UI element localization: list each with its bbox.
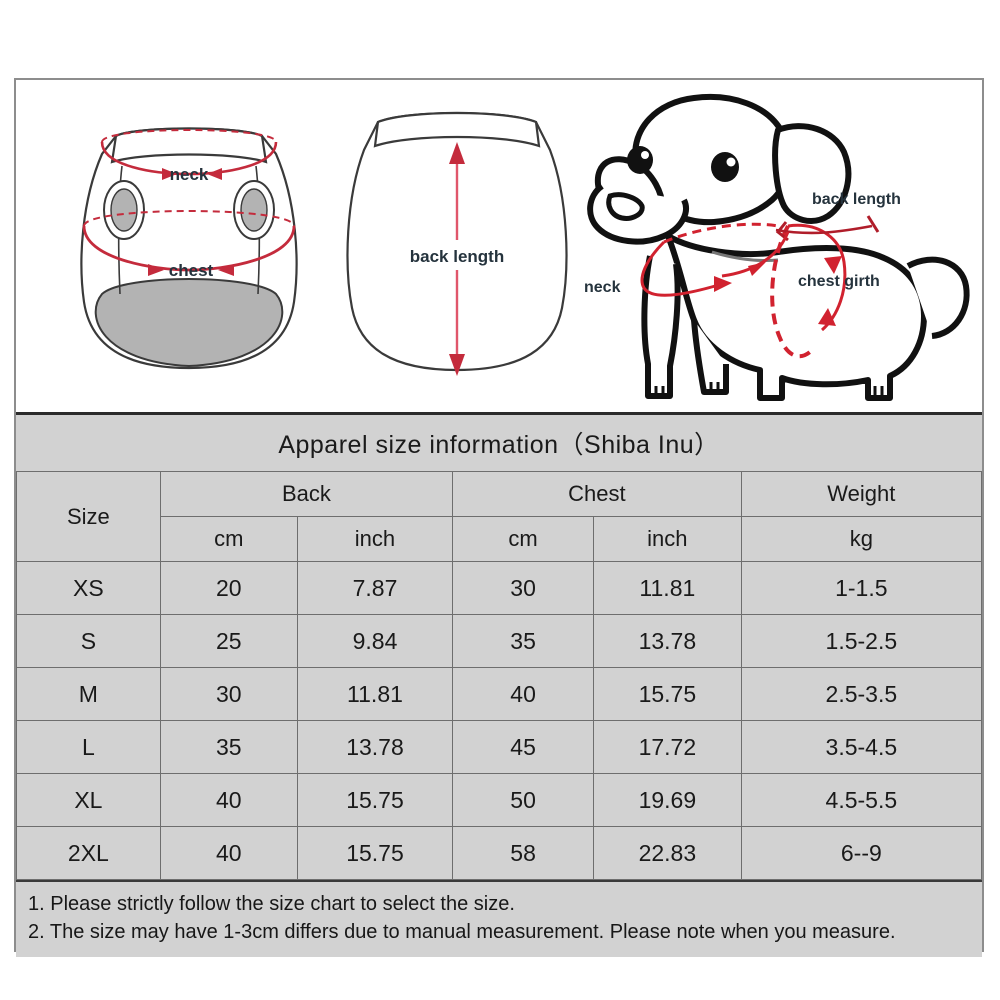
garment-back-diagram: back length [332,80,582,412]
table-row: 2XL 40 15.75 58 22.83 6--9 [16,826,983,880]
table-row: XL 40 15.75 50 19.69 4.5-5.5 [16,773,983,827]
dog-chest-girth-label: chest girth [798,273,880,290]
cell-size: L [16,720,161,774]
cell-chest-cm: 30 [452,561,595,615]
diagram-band: neck chest back length [16,80,982,412]
page-title: Apparel size information（Shiba Inu） [16,415,982,472]
cell-back-cm: 20 [159,561,298,615]
dog-measurement-diagram: neck chest girth back length [572,80,982,412]
garment-neck-label: neck [170,165,209,184]
cell-size: S [16,614,161,668]
unit-header-weight-kg: kg [740,516,983,562]
cell-chest-inch: 22.83 [593,826,742,880]
cell-weight-kg: 2.5-3.5 [740,667,983,721]
table-row: S 25 9.84 35 13.78 1.5-2.5 [16,614,983,668]
cell-size: M [16,667,161,721]
size-table-section: Apparel size information（Shiba Inu） Size… [16,412,983,957]
cell-weight-kg: 3.5-4.5 [740,720,983,774]
table-unit-header-row: cm inch cm inch kg [17,516,983,562]
cell-chest-cm: 58 [452,826,595,880]
cell-size: XS [16,561,161,615]
note-line-2: 2. The size may have 1-3cm differs due t… [28,921,896,944]
cell-back-cm: 35 [159,720,298,774]
table-row: L 35 13.78 45 17.72 3.5-4.5 [16,720,983,774]
garment-back-length-label: back length [410,247,504,266]
column-header-size: Size [16,471,161,562]
column-header-weight: Weight [740,471,983,517]
cell-chest-cm: 50 [452,773,595,827]
unit-header-back-inch: inch [296,516,454,562]
note-line-1: 1. Please strictly follow the size chart… [28,893,515,915]
garment-front-diagram: neck chest [44,80,334,412]
table-group-header-row: Size Back Chest Weight [16,471,983,562]
measurement-notes: 1. Please strictly follow the size chart… [16,880,982,957]
dog-neck-label: neck [584,279,621,296]
cell-back-cm: 40 [159,826,298,880]
column-header-back: Back [159,471,454,517]
cell-back-cm: 25 [159,614,298,668]
cell-back-inch: 15.75 [296,773,454,827]
table-row: XS 20 7.87 30 11.81 1-1.5 [16,561,983,615]
table-title-row: Apparel size information（Shiba Inu） [16,415,982,472]
cell-size: 2XL [16,826,161,880]
cell-back-cm: 40 [159,773,298,827]
unit-header-back-cm: cm [159,516,298,562]
unit-header-chest-cm: cm [452,516,595,562]
cell-back-inch: 15.75 [296,826,454,880]
cell-back-inch: 11.81 [296,667,454,721]
dog-back-length-label: back length [812,191,901,208]
cell-chest-inch: 17.72 [593,720,742,774]
cell-back-inch: 13.78 [296,720,454,774]
apparel-size-table: Apparel size information（Shiba Inu） Size… [16,415,983,880]
unit-header-chest-inch: inch [593,516,742,562]
cell-weight-kg: 4.5-5.5 [740,773,983,827]
table-row: M 30 11.81 40 15.75 2.5-3.5 [16,667,983,721]
cell-back-inch: 7.87 [296,561,454,615]
garment-chest-label: chest [169,261,214,280]
cell-chest-cm: 45 [452,720,595,774]
cell-chest-inch: 13.78 [593,614,742,668]
cell-chest-cm: 40 [452,667,595,721]
cell-chest-inch: 15.75 [593,667,742,721]
cell-weight-kg: 6--9 [740,826,983,880]
column-header-chest: Chest [452,471,742,517]
cell-weight-kg: 1.5-2.5 [740,614,983,668]
cell-chest-cm: 35 [452,614,595,668]
cell-weight-kg: 1-1.5 [740,561,983,615]
cell-chest-inch: 19.69 [593,773,742,827]
cell-chest-inch: 11.81 [593,561,742,615]
cell-size: XL [16,773,161,827]
size-chart-frame: neck chest back length [14,78,984,957]
cell-back-cm: 30 [159,667,298,721]
cell-back-inch: 9.84 [296,614,454,668]
